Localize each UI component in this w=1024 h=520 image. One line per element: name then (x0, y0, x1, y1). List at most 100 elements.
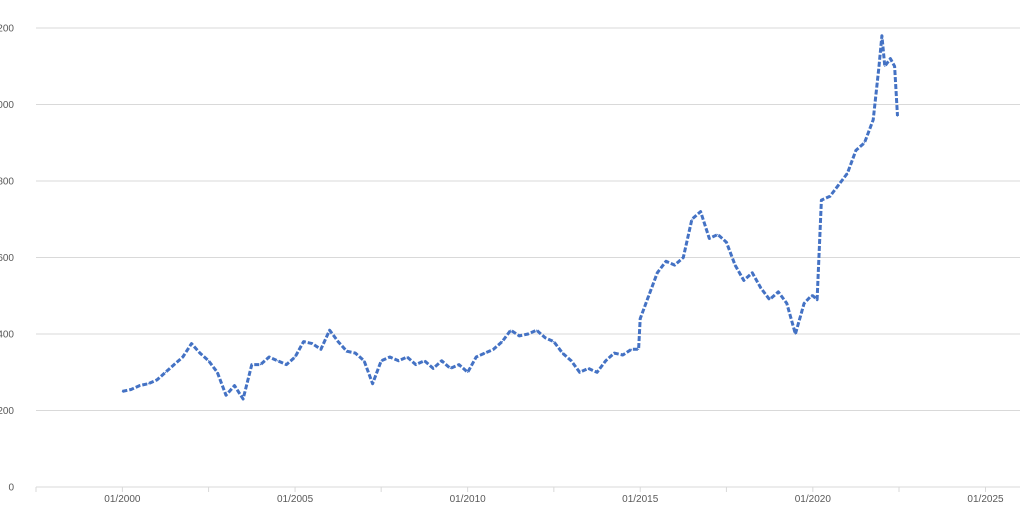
series-line (122, 34, 899, 401)
data-point (863, 142, 866, 144)
data-point (492, 348, 495, 350)
data-point (786, 302, 788, 304)
data-point (372, 383, 374, 385)
x-tick-label: 01/2020 (795, 494, 832, 505)
data-point (596, 371, 598, 373)
data-point (810, 295, 812, 297)
data-point (432, 367, 434, 369)
data-point (884, 65, 886, 67)
data-point (510, 329, 512, 331)
x-tick-label: 01/2005 (277, 494, 314, 505)
data-point (553, 341, 555, 343)
data-point (700, 211, 702, 213)
data-point (259, 364, 262, 366)
series-layer (121, 34, 899, 401)
data-point (816, 299, 818, 301)
data-point (216, 371, 218, 373)
data-point (130, 388, 132, 391)
data-point (605, 360, 607, 362)
data-point (527, 333, 529, 335)
data-point (717, 233, 719, 236)
data-point (656, 272, 658, 274)
data-point (389, 356, 391, 358)
data-point (878, 65, 880, 67)
data-point (820, 199, 823, 201)
data-point (415, 364, 417, 366)
x-tick-label: 01/2010 (450, 494, 487, 505)
data-point (544, 337, 546, 339)
y-tick-label: 0 (8, 483, 14, 494)
data-point (829, 195, 831, 197)
data-point (725, 241, 728, 243)
data-point (881, 35, 883, 37)
data-point (622, 354, 624, 356)
data-point (380, 360, 382, 362)
data-point (294, 356, 296, 358)
data-point (363, 360, 365, 362)
data-point (190, 343, 193, 345)
data-point (268, 356, 270, 358)
data-point (894, 65, 896, 67)
data-point (311, 343, 313, 345)
data-point (846, 172, 849, 174)
data-point (896, 115, 899, 117)
data-point (769, 299, 771, 301)
data-point (777, 291, 779, 293)
data-point (164, 371, 167, 373)
data-point (855, 149, 857, 151)
data-point (139, 385, 141, 387)
data-point (173, 364, 175, 366)
data-point (303, 341, 305, 343)
data-point (242, 398, 244, 400)
data-point (147, 383, 149, 385)
data-point (838, 184, 840, 186)
y-tick-label: 200 (0, 406, 14, 417)
data-point (467, 371, 469, 373)
data-point (648, 295, 650, 297)
data-point (406, 356, 408, 358)
data-point (225, 394, 227, 396)
data-point (630, 348, 633, 350)
data-point (518, 335, 520, 337)
data-point (751, 272, 753, 274)
data-point (579, 371, 581, 373)
data-point (182, 356, 184, 358)
x-tick-label: 01/2025 (967, 494, 1004, 505)
data-point (449, 367, 451, 369)
data-point (536, 329, 538, 331)
data-point (638, 348, 640, 350)
data-point (156, 379, 158, 381)
y-tick-label: 600 (0, 253, 14, 264)
data-point (872, 119, 874, 121)
data-point (639, 318, 641, 320)
data-point (398, 360, 400, 362)
data-point (501, 341, 503, 343)
data-point (587, 367, 589, 369)
data-point (320, 348, 322, 350)
data-point (208, 360, 210, 362)
data-point (346, 350, 348, 352)
data-point (233, 385, 236, 387)
data-point (794, 333, 797, 335)
data-point (812, 295, 814, 297)
data-point (674, 264, 676, 266)
data-point (682, 256, 684, 259)
data-point (354, 352, 356, 354)
data-point (329, 329, 331, 331)
y-tick-label: 400 (0, 330, 14, 341)
data-point (285, 364, 287, 366)
y-tick-label: 800 (0, 177, 14, 188)
y-tick-label: 1200 (0, 24, 14, 35)
data-point (665, 260, 667, 262)
x-axis (35, 486, 1020, 492)
data-point (803, 302, 805, 304)
data-point (734, 264, 736, 266)
data-point (277, 360, 279, 362)
y-tick-labels: 0 200 400 600 800 1000 1200 (0, 24, 14, 494)
data-point (121, 390, 123, 392)
x-tick-label: 01/2000 (104, 494, 141, 505)
data-point (691, 218, 693, 220)
data-point (889, 58, 892, 60)
y-tick-label: 1000 (0, 100, 14, 111)
data-point (743, 279, 745, 281)
